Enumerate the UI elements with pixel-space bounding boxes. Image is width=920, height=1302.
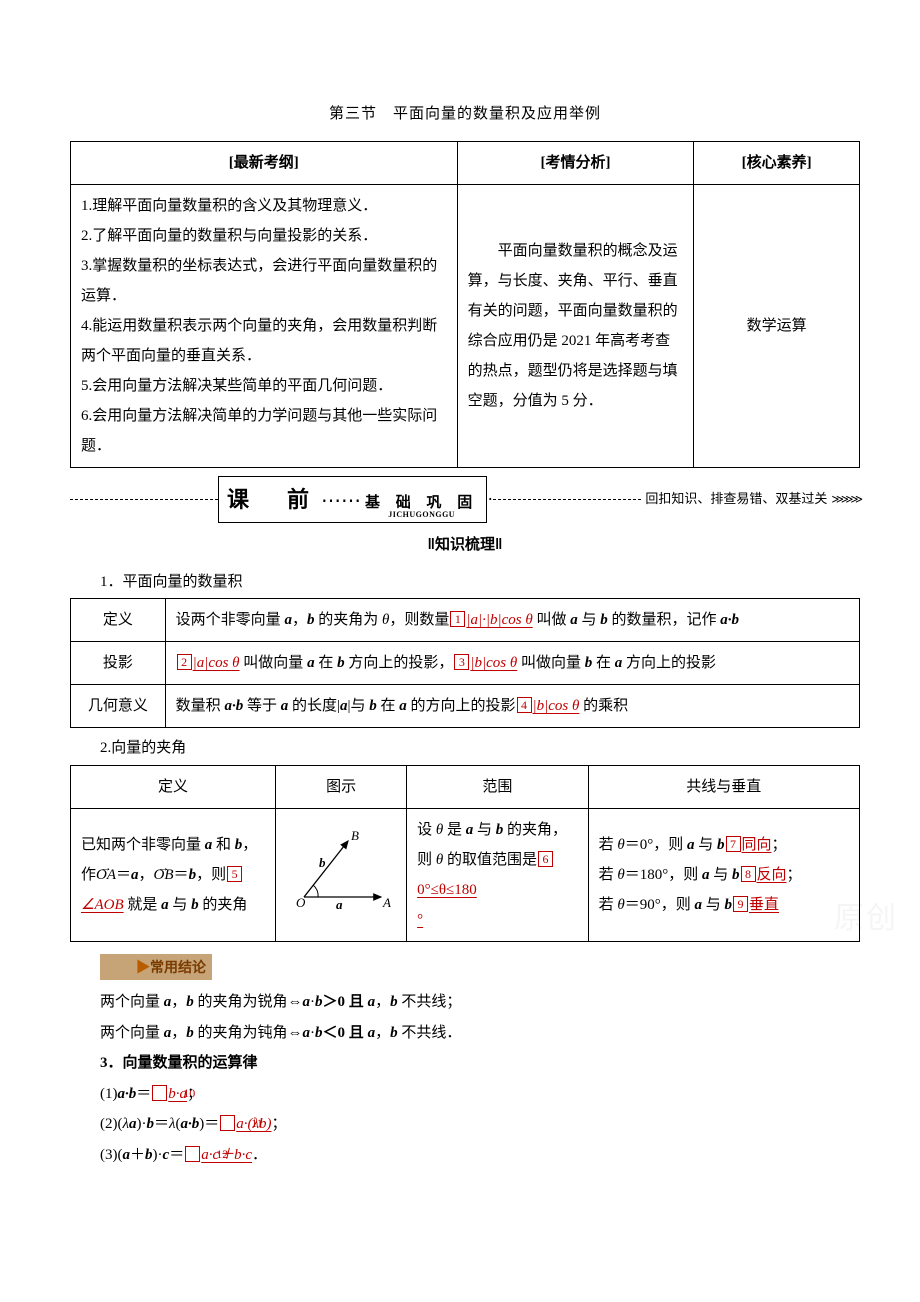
page-title: 第三节 平面向量的数量积及应用举例 xyxy=(70,100,860,129)
core-cell: 数学运算 xyxy=(694,184,860,467)
section-tail: 回扣知识、排查易错、双基过关 xyxy=(641,487,831,512)
t2h2: 图示 xyxy=(276,765,407,808)
th-core: [核心素养] xyxy=(742,155,812,171)
t2h3: 范围 xyxy=(407,765,588,808)
t2-diagram: O A B a b xyxy=(276,808,407,941)
section-left: 课 前 xyxy=(227,479,317,521)
t2h1: 定义 xyxy=(71,765,276,808)
syllabus-cell: 1.理解平面向量数量积的含义及其物理意义． 2.了解平面向量的数量积与向量投影的… xyxy=(71,184,458,467)
t1r1: 设两个非零向量 a，b 的夹角为 θ，则数量1|a|·|b|cos θ 叫做 a… xyxy=(165,599,859,642)
t1r2: 2|a|cos θ 叫做向量 a 在 b 方向上的投影，3|b|cos θ 叫做… xyxy=(165,642,859,685)
h3: 3．向量数量积的运算律 xyxy=(70,1049,860,1078)
angle-svg: O A B a b xyxy=(286,827,396,912)
common-conclusion-tag: ▶常用结论 xyxy=(100,954,212,981)
t1r1h: 定义 xyxy=(71,599,166,642)
svg-text:b: b xyxy=(319,855,326,870)
conclusion-2: 两个向量 a，b 的夹角为钝角⇔a·b＜0 且 a，b 不共线． xyxy=(70,1019,860,1048)
svg-text:O: O xyxy=(296,895,306,910)
knowledge-heading: ‖知识梳理‖ xyxy=(70,531,860,560)
t2h4: 共线与垂直 xyxy=(588,765,859,808)
svg-text:a: a xyxy=(336,897,343,912)
svg-text:A: A xyxy=(382,895,391,910)
th-analysis: [考情分析] xyxy=(540,155,610,171)
h2: 2.向量的夹角 xyxy=(70,734,860,763)
t1r3: 数量积 a·b 等于 a 的长度|a|与 b 在 a 的方向上的投影4|b|co… xyxy=(165,685,859,728)
section-bar: 课 前 ⋯⋯ 基 础 巩 固 JICHUGONGGU · 回扣知识、排查易错、双… xyxy=(70,476,860,524)
h1: 1．平面向量的数量积 xyxy=(70,568,860,597)
th-syllabus: [最新考纲] xyxy=(229,155,299,171)
t1r3h: 几何意义 xyxy=(71,685,166,728)
t2-def: 已知两个非零向量 a 和 b，作OA＝a，OB＝b，则5∠AOB 就是 a 与 … xyxy=(71,808,276,941)
t1r2h: 投影 xyxy=(71,642,166,685)
law-3: (3)(a＋b)·c＝12a·c＋b·c． xyxy=(70,1141,860,1170)
conclusion-1: 两个向量 a，b 的夹角为锐角⇔a·b＞0 且 a，b 不共线； xyxy=(70,988,860,1017)
law-2: (2)(λa)·b＝λ(a·b)＝11a·(λb)； xyxy=(70,1110,860,1139)
t2-range: 设 θ 是 a 与 b 的夹角，则 θ 的取值范围是60°≤θ≤180° xyxy=(407,808,588,941)
t2-coll: 若 θ＝0°，则 a 与 b7同向； 若 θ＝180°，则 a 与 b8反向； … xyxy=(588,808,859,941)
analysis-cell: 平面向量数量积的概念及运算，与长度、夹角、平行、垂直有关的问题，平面向量数量积的… xyxy=(457,184,694,467)
arrows-icon: ≫≫≫ xyxy=(831,488,860,511)
law-1: (1)a·b＝10b·a； xyxy=(70,1080,860,1109)
angle-table: 定义 图示 范围 共线与垂直 已知两个非零向量 a 和 b，作OA＝a，OB＝b… xyxy=(70,765,860,942)
dot-product-table: 定义 设两个非零向量 a，b 的夹角为 θ，则数量1|a|·|b|cos θ 叫… xyxy=(70,598,860,728)
syllabus-table: [最新考纲] [考情分析] [核心素养] 1.理解平面向量数量积的含义及其物理意… xyxy=(70,141,860,468)
svg-text:B: B xyxy=(351,828,359,843)
